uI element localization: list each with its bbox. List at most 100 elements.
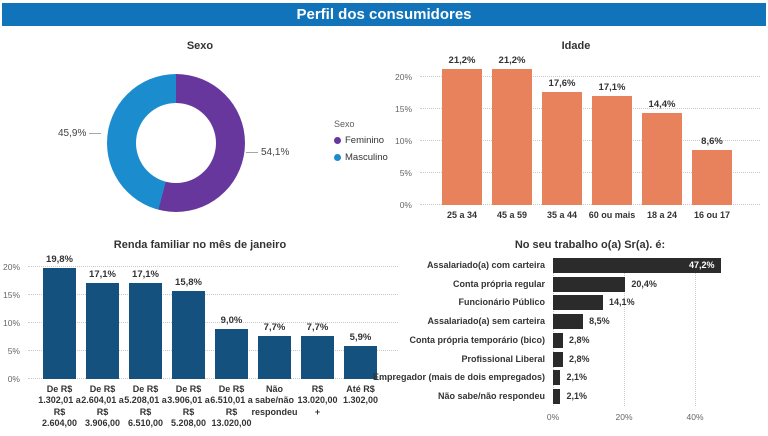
- x-axis-category-label: 16 ou 17: [693, 210, 731, 220]
- data-label: 7,7%: [306, 321, 329, 333]
- data-label: 20,4%: [631, 278, 657, 289]
- bar[interactable]: [344, 345, 377, 379]
- y-axis-category-label: Empregador (mais de dois empregados): [372, 372, 545, 383]
- y-axis-tick-label: 20%: [394, 72, 412, 82]
- bar[interactable]: [553, 351, 563, 367]
- sexo-chart-title: Sexo: [186, 40, 214, 52]
- sexo-legend-title: Sexo: [334, 119, 355, 129]
- y-axis-tick-label: 20%: [2, 262, 20, 272]
- data-label: 15,8%: [175, 276, 202, 288]
- bar[interactable]: [43, 268, 76, 379]
- bar[interactable]: [301, 335, 334, 379]
- bar[interactable]: [492, 69, 532, 205]
- x-axis-category-label: 35 a 44: [546, 210, 578, 220]
- bar[interactable]: [86, 283, 119, 379]
- legend-marker-icon: [334, 137, 341, 144]
- data-label: 8,5%: [589, 316, 610, 327]
- gridline: [695, 258, 696, 406]
- dashboard-header: Perfil dos consumidores: [2, 3, 766, 26]
- bar[interactable]: [553, 258, 721, 273]
- legend-item[interactable]: Feminino: [334, 135, 388, 146]
- bar[interactable]: [553, 332, 563, 348]
- gridline: [624, 258, 625, 406]
- bar[interactable]: [172, 290, 205, 379]
- idade-chart-title: Idade: [561, 40, 591, 52]
- bar[interactable]: [542, 92, 582, 205]
- data-label: 47,2%: [689, 260, 715, 270]
- data-label: 19,8%: [46, 254, 73, 266]
- data-label: 2,8%: [568, 334, 590, 345]
- x-axis-category-label: De R$ 6.510,01 a R$ 13.020,00: [210, 384, 253, 429]
- dashboard-title: Perfil dos consumidores: [296, 6, 472, 23]
- data-label: 7,7%: [263, 321, 286, 333]
- x-axis-category-label: 18 a 24: [646, 210, 678, 220]
- renda-chart-plot: 0% 5% 10% 15% 20% 19,8% De R$ 1.302,01 a R$ 2.…: [3, 254, 398, 428]
- sexo-masculino-value-label: 45,9%: [58, 127, 87, 139]
- data-label: 9,0%: [220, 314, 243, 326]
- gridline: [28, 294, 398, 295]
- idade-chart-plot: 0% 5% 10% 15% 20% 21,2% 25 a 34 21,2% 45 a 59 17,…: [395, 55, 760, 220]
- bar[interactable]: [442, 69, 482, 205]
- y-axis-category-label: Conta própria regular: [452, 278, 545, 289]
- bar[interactable]: [258, 335, 291, 379]
- y-axis-category-label: Não sabe/não respondeu: [437, 390, 545, 401]
- bar[interactable]: [553, 388, 561, 404]
- bar[interactable]: [553, 276, 626, 292]
- data-label: 21,2%: [448, 55, 476, 67]
- y-axis-tick-label: 5%: [399, 168, 412, 178]
- y-axis-tick-label: 10%: [394, 136, 412, 146]
- data-label: 17,1%: [598, 81, 626, 93]
- gridline: [420, 76, 760, 77]
- y-axis-category-label: Conta própria temporário (bico): [409, 334, 545, 345]
- data-label: 8,6%: [701, 135, 723, 147]
- bar[interactable]: [553, 370, 561, 386]
- x-axis-category-label: De R$ 3.906,01 a R$ 5.208,00: [167, 384, 210, 429]
- data-label: 2,8%: [568, 353, 590, 364]
- gridline: [28, 350, 398, 351]
- sexo-feminino-value-label: 54,1%: [261, 146, 290, 158]
- trabalho-chart-plot: 0% 20% 40% Assalariado(a) com carteira 47,2%…: [373, 258, 728, 422]
- data-label: 2,1%: [566, 372, 587, 383]
- data-label: 14,1%: [609, 297, 635, 308]
- y-axis-tick-label: 10%: [2, 318, 20, 328]
- y-axis-category-label: Funcionário Público: [458, 297, 545, 308]
- x-axis-tick-label: 0%: [546, 412, 560, 422]
- sexo-callout-masculino: 45,9%: [58, 127, 102, 139]
- y-axis-tick-label: 15%: [2, 290, 20, 300]
- bar[interactable]: [642, 112, 682, 205]
- legend-label: Masculino: [345, 152, 388, 163]
- bar[interactable]: [553, 314, 584, 330]
- legend-label: Feminino: [345, 135, 385, 146]
- y-axis-category-label: Assalariado(a) sem carteira: [427, 316, 545, 327]
- data-label: 21,2%: [498, 55, 526, 67]
- legend-marker-icon: [334, 154, 341, 161]
- bar[interactable]: [592, 95, 632, 205]
- bar[interactable]: [553, 295, 604, 311]
- data-label: 17,6%: [548, 78, 576, 90]
- x-axis-category-label: Até R$ 1.302,00: [342, 384, 379, 406]
- y-axis-category-label: Profissional Liberal: [461, 353, 545, 364]
- data-label: 14,4%: [648, 98, 676, 110]
- legend-item[interactable]: Masculino: [334, 152, 388, 163]
- gridline: [420, 140, 760, 141]
- y-axis-tick-label: 5%: [7, 346, 20, 356]
- data-label: 17,1%: [89, 269, 116, 281]
- data-label: 5,9%: [349, 331, 372, 343]
- x-axis-category-label: De R$ 5.208,01 a R$ 6.510,00: [124, 384, 167, 429]
- data-label: 17,1%: [132, 269, 159, 281]
- renda-chart-title: Renda familiar no mês de janeiro: [113, 239, 287, 251]
- gridline: [28, 378, 398, 379]
- y-axis-tick-label: 0%: [399, 200, 412, 210]
- x-axis-category-label: 60 ou mais: [588, 210, 636, 220]
- bar[interactable]: [215, 328, 248, 379]
- gridline: [553, 258, 554, 406]
- x-axis-category-label: 25 a 34: [446, 210, 478, 220]
- x-axis-tick-label: 20%: [615, 412, 633, 422]
- callout-line: [89, 132, 102, 134]
- y-axis-tick-label: 15%: [394, 104, 412, 114]
- bar[interactable]: [129, 283, 162, 379]
- x-axis-tick-label: 40%: [686, 412, 704, 422]
- data-label: 2,1%: [566, 390, 587, 401]
- bar[interactable]: [692, 149, 732, 205]
